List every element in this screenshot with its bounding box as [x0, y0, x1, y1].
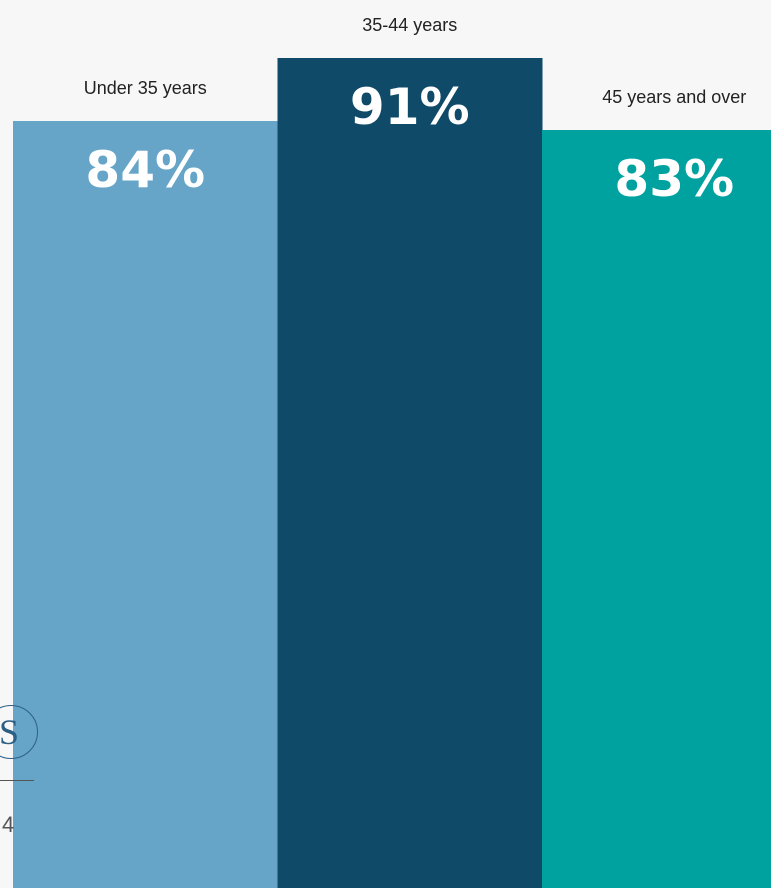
page-number: 4 [2, 812, 15, 837]
bar-0 [13, 121, 278, 888]
value-label-0: 84% [85, 141, 205, 199]
category-label-2: 45 years and over [602, 87, 746, 107]
bar-1 [277, 58, 543, 888]
value-label-2: 83% [614, 150, 734, 208]
logo-letter: S [0, 712, 20, 752]
value-label-1: 91% [350, 78, 470, 136]
bar-2 [542, 130, 771, 888]
category-label-0: Under 35 years [84, 78, 207, 98]
category-label-1: 35-44 years [362, 15, 457, 35]
footer-divider [0, 780, 34, 781]
